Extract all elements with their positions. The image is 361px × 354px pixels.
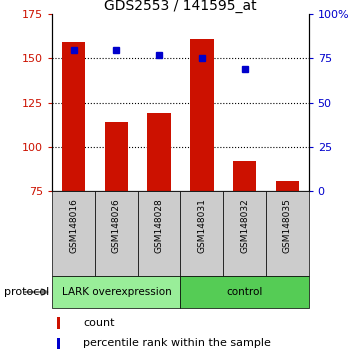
Bar	[266, 191, 309, 276]
Text: protocol: protocol	[4, 287, 49, 297]
Text: GSM148016: GSM148016	[69, 198, 78, 253]
Text: control: control	[226, 287, 263, 297]
Bar	[180, 191, 223, 276]
Title: GDS2553 / 141595_at: GDS2553 / 141595_at	[104, 0, 257, 13]
Bar	[52, 276, 180, 308]
Bar	[147, 113, 171, 191]
Text: percentile rank within the sample: percentile rank within the sample	[83, 338, 271, 348]
Text: LARK overexpression: LARK overexpression	[61, 287, 171, 297]
Bar	[233, 161, 256, 191]
Bar	[138, 191, 180, 276]
Bar	[62, 42, 86, 191]
Text: GSM148032: GSM148032	[240, 198, 249, 253]
Bar	[190, 39, 214, 191]
Bar	[57, 338, 60, 349]
Bar	[223, 191, 266, 276]
Bar	[180, 276, 309, 308]
Text: GSM148035: GSM148035	[283, 198, 292, 253]
Bar	[105, 122, 128, 191]
Text: GSM148028: GSM148028	[155, 198, 164, 253]
Bar	[95, 191, 138, 276]
Text: GSM148026: GSM148026	[112, 198, 121, 253]
Text: GSM148031: GSM148031	[197, 198, 206, 253]
Bar	[275, 181, 299, 191]
Bar	[57, 317, 60, 329]
Text: count: count	[83, 318, 114, 328]
Bar	[52, 191, 95, 276]
